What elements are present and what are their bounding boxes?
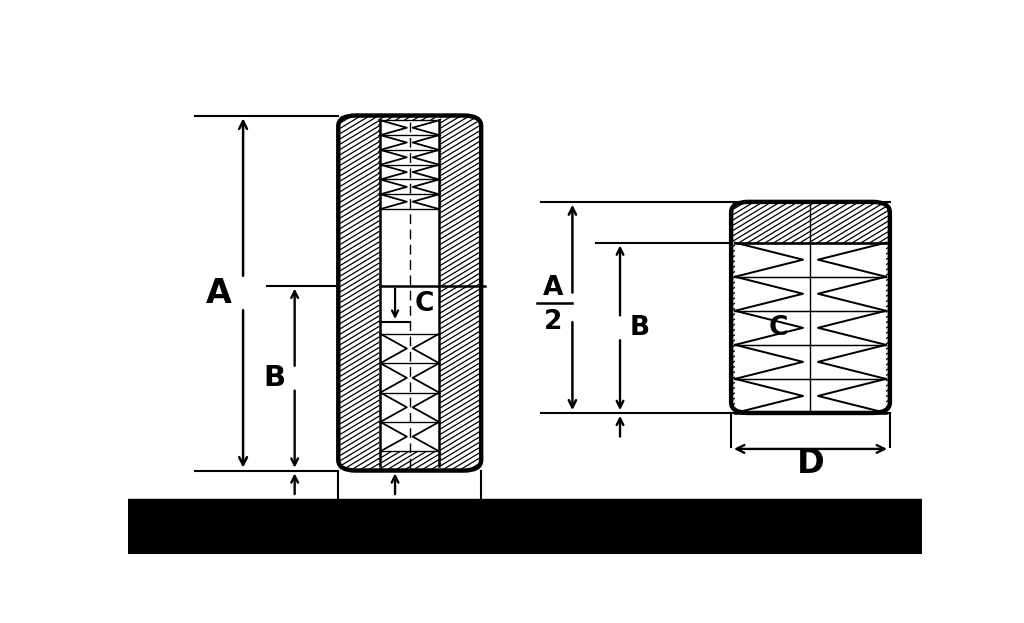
Text: B: B [630,315,649,341]
Text: C: C [415,291,434,317]
FancyBboxPatch shape [731,202,890,413]
Text: B: B [264,364,286,392]
Text: C: C [769,315,788,341]
Text: D: D [797,447,824,480]
Bar [380,334,439,451]
Bar [128,499,922,554]
Bar [380,120,439,209]
FancyBboxPatch shape [338,115,481,470]
Text: D: D [396,506,424,540]
Text: A: A [543,275,563,302]
Bar [735,242,886,413]
Text: 2: 2 [544,309,562,335]
Text: A: A [206,277,232,310]
